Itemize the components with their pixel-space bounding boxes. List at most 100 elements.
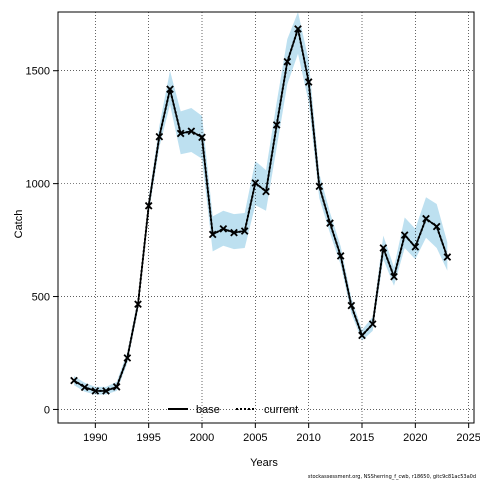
observation-marker-2013 [336,252,345,260]
x-tick-label-1995: 1995 [136,432,160,444]
observation-marker-stroke-b [144,201,153,210]
observation-marker-stroke-b [91,387,100,395]
observation-marker-stroke-b [187,127,196,136]
y-tick-label-0: 0 [44,404,50,416]
observation-marker-stroke-b [326,219,334,227]
legend-label-base: base [196,404,220,416]
observation-marker-stroke-b [358,331,366,340]
x-tick-label-1990: 1990 [83,432,107,444]
observation-marker-1998 [176,129,185,138]
observation-marker-stroke-b [315,182,324,191]
observation-marker-1992 [112,383,121,391]
observation-marker-stroke-b [134,300,142,309]
observation-marker-2022 [432,222,441,231]
y-tick-label-500: 500 [32,292,50,304]
observation-marker-2005 [251,179,260,187]
observation-marker-stroke-b [155,132,164,141]
observation-marker-stroke-b [422,214,430,223]
observation-marker-stroke-b [368,320,377,328]
observation-marker-2004 [240,227,249,235]
observation-marker-2019 [400,231,409,239]
confidence-band-layer [74,12,448,395]
observation-marker-stroke-b [283,57,292,66]
observation-marker-1990 [91,387,100,395]
observation-marker-stroke-b [272,121,281,129]
observation-marker-2017 [379,244,388,252]
observation-marker-2002 [219,224,228,233]
observation-marker-stroke-b [70,376,78,385]
observation-marker-stroke-b [304,78,313,86]
observation-marker-2011 [315,182,324,191]
observation-marker-2016 [368,320,377,328]
observation-marker-2021 [422,214,430,223]
observation-marker-stroke-b [112,383,121,391]
series-layer [73,27,449,392]
observation-marker-stroke-b [102,387,110,395]
observation-marker-2018 [390,272,398,281]
observation-marker-stroke-b [198,133,206,142]
confidence-band [74,12,448,395]
observation-marker-2007 [272,121,281,129]
observation-marker-stroke-b [176,129,185,138]
observation-marker-2014 [347,301,356,310]
observation-marker-stroke-b [379,244,388,252]
observation-marker-2001 [208,230,217,239]
observation-marker-1997 [166,85,174,94]
observation-marker-stroke-b [411,243,420,251]
axis-layer: 1990 1995 2000 2005 2010 2015 2020 2025 0 500 1000… [26,66,480,444]
legend-label-current: current [264,404,298,416]
observation-marker-stroke-b [240,227,249,235]
observation-marker-1993 [123,354,132,362]
observation-marker-2015 [358,331,366,340]
plot-frame [57,11,475,424]
observation-marker-1991 [102,387,110,395]
series-line-base [73,28,449,392]
observation-marker-stroke-b [336,252,345,260]
observation-marker-stroke-b [166,85,174,94]
y-axis-title: Catch [13,210,25,239]
observation-marker-2008 [283,57,292,66]
observation-marker-1996 [155,132,164,141]
observation-marker-2003 [230,228,238,237]
observation-marker-2010 [304,78,313,86]
x-tick-label-2025: 2025 [456,432,480,444]
observation-marker-2006 [262,187,270,196]
y-tick-label-1500: 1500 [26,66,50,78]
observation-marker-2012 [326,219,334,227]
footnote: stockassessment.org, NSSherring_f_cwb, r… [308,474,476,480]
marker-layer [70,25,452,395]
series-line-current [73,27,449,392]
observation-marker-1989 [80,383,89,392]
x-tick-label-2020: 2020 [403,432,427,444]
observation-marker-stroke-b [294,25,302,33]
observation-marker-stroke-b [219,224,228,233]
grid-layer [58,12,474,423]
x-tick-label-2010: 2010 [296,432,320,444]
x-tick-label-2005: 2005 [243,432,267,444]
observation-marker-stroke-b [123,354,132,362]
observation-marker-stroke-b [347,301,356,310]
observation-marker-1999 [187,127,196,136]
observation-marker-2009 [294,25,302,33]
observation-marker-1995 [144,201,153,210]
x-tick-label-2000: 2000 [190,432,214,444]
observation-marker-stroke-b [262,187,270,196]
y-tick-label-1000: 1000 [26,179,50,191]
observation-marker-stroke-b [80,383,89,392]
observation-marker-1988 [70,376,78,385]
observation-marker-1994 [134,300,142,309]
observation-marker-stroke-b [390,272,398,281]
observation-marker-stroke-b [400,231,409,239]
observation-marker-stroke-b [251,179,260,187]
observation-marker-stroke-b [208,230,217,239]
x-axis-title: Years [250,457,278,469]
x-tick-label-2015: 2015 [350,432,374,444]
observation-marker-2023 [443,253,452,261]
observation-marker-stroke-b [443,253,452,261]
observation-marker-stroke-b [432,222,441,231]
observation-marker-2020 [411,243,420,251]
observation-marker-2000 [198,133,206,142]
observation-marker-stroke-b [230,228,238,237]
legend: base current [168,404,298,416]
